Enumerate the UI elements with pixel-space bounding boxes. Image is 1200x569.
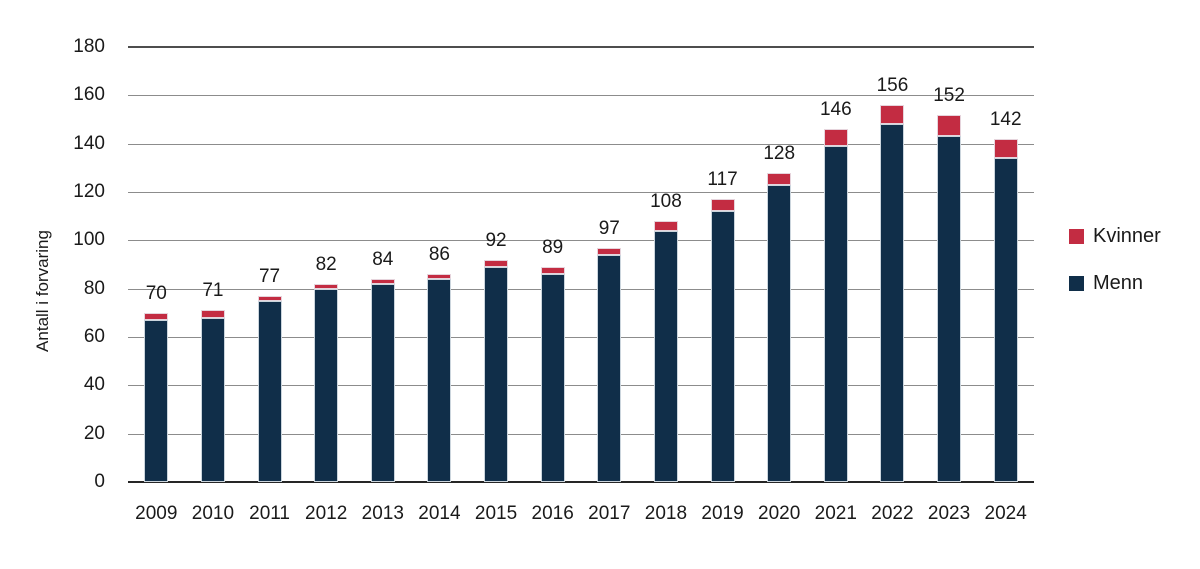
bar-total-label-2012: 82 — [315, 253, 337, 275]
bar-segment-menn-2012 — [314, 288, 339, 482]
bar-segment-menn-2021 — [823, 146, 848, 482]
bar-segment-kvinner-2012 — [314, 283, 339, 289]
bar-segment-menn-2017 — [597, 254, 622, 482]
bar-segment-kvinner-2022 — [880, 105, 905, 125]
bar-segment-kvinner-2019 — [710, 199, 735, 212]
y-tick-label: 60 — [83, 326, 105, 347]
y-tick-label: 80 — [83, 277, 105, 299]
y-tick-label: 180 — [73, 36, 105, 57]
legend: Kvinner Menn — [1069, 225, 1161, 319]
x-tick-label-2013: 2013 — [361, 503, 404, 524]
bar-segment-kvinner-2018 — [653, 221, 678, 231]
bar-total-label-2024: 142 — [989, 108, 1022, 130]
bar-segment-kvinner-2009 — [144, 312, 169, 321]
bar-segment-menn-2018 — [653, 230, 678, 482]
bar-segment-kvinner-2015 — [484, 259, 509, 267]
bar-segment-menn-2019 — [710, 211, 735, 482]
y-tick-label: 160 — [73, 84, 105, 106]
bar-segment-menn-2011 — [257, 300, 282, 482]
bar-segment-kvinner-2017 — [597, 247, 622, 255]
gridline — [128, 192, 1034, 193]
x-tick-label-2014: 2014 — [418, 503, 461, 524]
legend-label-kvinner: Kvinner — [1093, 225, 1161, 247]
y-tick-label: 40 — [83, 374, 105, 396]
y-tick-label: 100 — [73, 229, 105, 251]
bar-segment-menn-2024 — [993, 158, 1018, 482]
bar-segment-menn-2013 — [370, 283, 395, 482]
x-tick-label-2022: 2022 — [871, 503, 914, 524]
x-tick-label-2011: 2011 — [249, 503, 290, 524]
x-tick-label-2017: 2017 — [588, 503, 631, 524]
bar-segment-kvinner-2024 — [993, 138, 1018, 159]
legend-item-kvinner: Kvinner — [1069, 225, 1161, 247]
bar-total-label-2010: 71 — [202, 280, 224, 302]
x-tick-label-2020: 2020 — [758, 503, 801, 524]
gridline — [128, 95, 1034, 97]
bar-segment-menn-2016 — [540, 274, 565, 482]
x-tick-label-2023: 2023 — [927, 503, 971, 524]
bar-total-label-2020: 128 — [763, 142, 796, 164]
gridline — [128, 288, 1034, 290]
gridline — [128, 433, 1034, 435]
bar-segment-menn-2009 — [144, 320, 169, 482]
x-tick-label-2018: 2018 — [644, 503, 688, 524]
bar-segment-kvinner-2020 — [767, 172, 792, 185]
bar-total-label-2021: 146 — [819, 99, 852, 121]
gridline — [128, 46, 1034, 48]
bar-total-label-2014: 86 — [428, 244, 450, 266]
bar-total-label-2013: 84 — [372, 249, 394, 270]
x-tick-label-2016: 2016 — [531, 503, 574, 524]
bar-total-label-2022: 156 — [876, 75, 909, 96]
bar-total-label-2016: 89 — [542, 236, 564, 258]
legend-label-menn: Menn — [1093, 272, 1144, 294]
bar-segment-kvinner-2013 — [370, 279, 395, 284]
bar-total-label-2009: 70 — [145, 282, 167, 304]
gridline — [128, 385, 1034, 387]
x-tick-label-2021: 2021 — [814, 503, 857, 524]
y-tick-label: 0 — [94, 471, 105, 492]
bar-segment-kvinner-2021 — [823, 129, 848, 147]
bar-segment-menn-2020 — [767, 184, 792, 482]
bar-segment-menn-2022 — [880, 124, 905, 482]
bar-total-label-2023: 152 — [933, 84, 965, 106]
bar-total-label-2018: 108 — [650, 191, 682, 212]
x-tick-label-2015: 2015 — [474, 503, 518, 524]
y-tick-label: 140 — [73, 132, 105, 154]
x-tick-label-2019: 2019 — [701, 503, 744, 524]
bar-segment-kvinner-2014 — [427, 274, 452, 279]
legend-item-menn: Menn — [1069, 272, 1161, 294]
bar-segment-kvinner-2011 — [257, 295, 282, 301]
bar-segment-kvinner-2010 — [200, 310, 225, 318]
gridline — [128, 240, 1034, 242]
x-tick-label-2024: 2024 — [984, 503, 1027, 524]
y-tick-label: 120 — [73, 181, 105, 202]
bar-segment-menn-2014 — [427, 279, 452, 482]
x-tick-label-2009: 2009 — [135, 503, 178, 524]
bar-segment-menn-2015 — [484, 266, 509, 482]
bar-segment-menn-2010 — [200, 317, 225, 482]
y-tick-label: 20 — [83, 422, 105, 444]
kvinner-swatch-icon — [1069, 228, 1084, 244]
bar-total-label-2019: 117 — [707, 169, 738, 191]
bar-total-label-2017: 97 — [598, 217, 620, 239]
menn-swatch-icon — [1069, 275, 1084, 291]
gridline — [128, 143, 1034, 145]
x-axis-baseline — [128, 481, 1034, 483]
x-tick-label-2012: 2012 — [305, 503, 348, 524]
bar-segment-kvinner-2023 — [937, 114, 962, 137]
gridline — [128, 337, 1034, 338]
bar-segment-kvinner-2016 — [540, 266, 565, 275]
bar-total-label-2011: 77 — [258, 265, 281, 287]
bar-segment-menn-2023 — [937, 136, 962, 482]
bar-total-label-2015: 92 — [485, 229, 507, 251]
x-tick-label-2010: 2010 — [191, 503, 235, 524]
